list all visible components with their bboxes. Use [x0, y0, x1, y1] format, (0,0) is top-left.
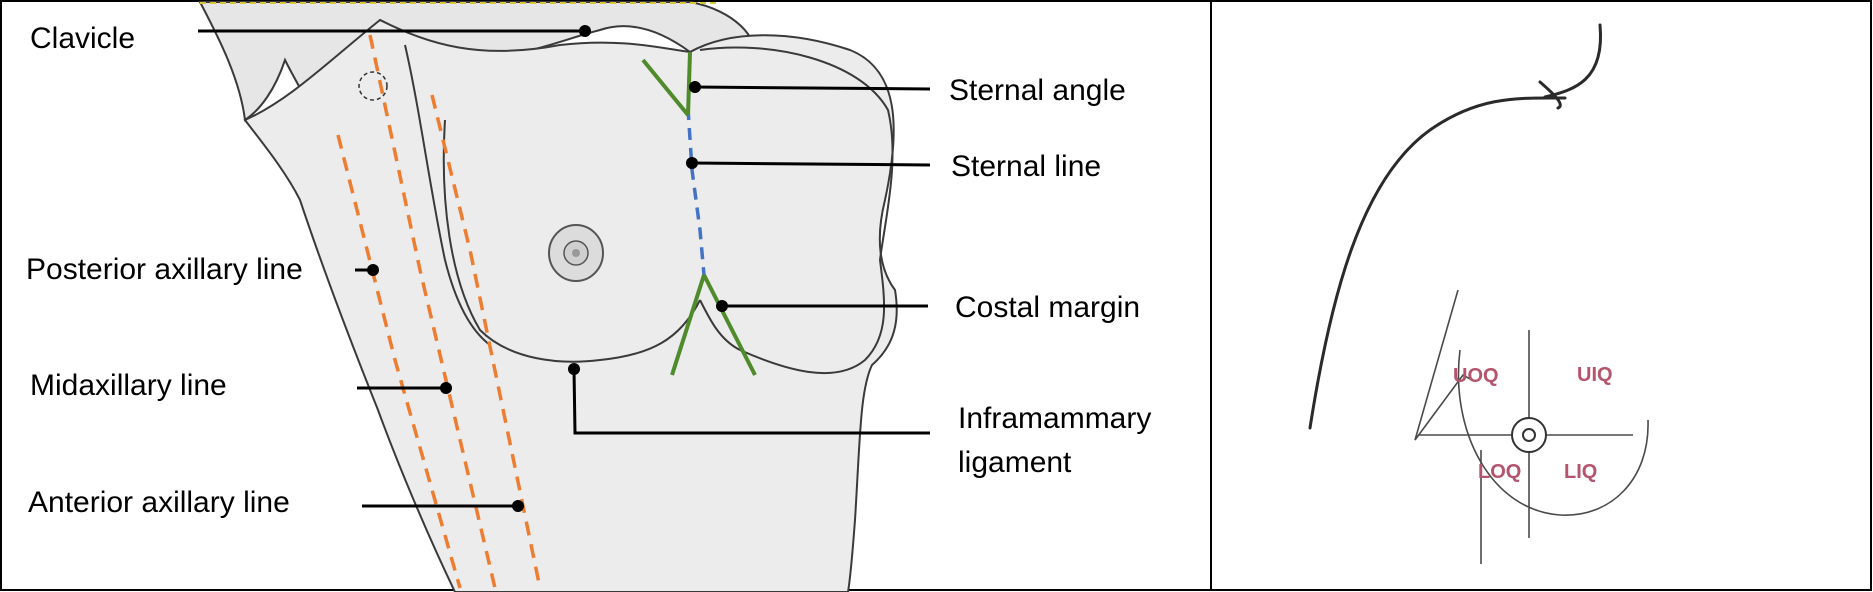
anterior-axillary-dot	[512, 500, 524, 512]
costal-margin-dot	[716, 300, 728, 312]
body-outline-curve	[1308, 96, 1567, 430]
right-panel-frame	[1210, 0, 1872, 591]
quadrant-nipple-inner	[1522, 428, 1536, 442]
loq-label: LOQ	[1478, 461, 1521, 483]
clavicle-label: Clavicle	[30, 22, 135, 55]
sternal-line-label: Sternal line	[951, 150, 1101, 183]
sternal-line-dot	[686, 157, 698, 169]
anterior-axillary-label: Anterior axillary line	[28, 486, 290, 519]
sternal-angle-dot	[689, 81, 701, 93]
sternal-angle-label: Sternal angle	[949, 74, 1126, 107]
breast-arc	[1457, 349, 1649, 516]
midaxillary-dot	[440, 382, 452, 394]
sternal-dashed-line	[686, 107, 706, 276]
costal-margin-mark	[670, 274, 757, 376]
breast-contour	[442, 119, 701, 363]
quadrant-sketch: UOQ UIQ LOQ LIQ	[1308, 23, 1649, 564]
posterior-axillary-dot	[367, 264, 379, 276]
midaxillary-dashed-line	[368, 34, 497, 589]
posterior-axillary-dashed-line	[336, 134, 462, 589]
uiq-label: UIQ	[1577, 364, 1613, 386]
inframammary-dot	[568, 363, 580, 375]
sternal-line-leader	[691, 161, 931, 167]
sternal-angle-mark	[641, 51, 692, 117]
arm-fold-curve	[1538, 80, 1562, 110]
axilla-zigzag	[1414, 289, 1473, 441]
axillary-lines	[336, 34, 542, 589]
labels: Clavicle Sternal angle Sternal line Post…	[26, 22, 1151, 519]
inframammary-label-line2: ligament	[958, 446, 1072, 479]
nipple	[548, 224, 604, 282]
liq-label: LIQ	[1564, 461, 1597, 483]
leaders	[198, 25, 931, 512]
sternal-angle-leader	[694, 85, 931, 91]
axillary-node-marker	[358, 71, 388, 101]
posterior-axillary-label: Posterior axillary line	[26, 253, 303, 286]
anterior-axillary-dashed-line	[430, 94, 542, 589]
uoq-label: UOQ	[1453, 365, 1499, 387]
axilla-fold	[404, 44, 491, 346]
clavicle-dot	[579, 25, 591, 37]
inframammary-leader	[572, 368, 930, 435]
quadrant-nipple-outer	[1511, 417, 1547, 453]
midaxillary-label: Midaxillary line	[30, 369, 227, 402]
costal-margin-label: Costal margin	[955, 291, 1140, 324]
inframammary-label-line1: Inframammary	[958, 402, 1151, 435]
